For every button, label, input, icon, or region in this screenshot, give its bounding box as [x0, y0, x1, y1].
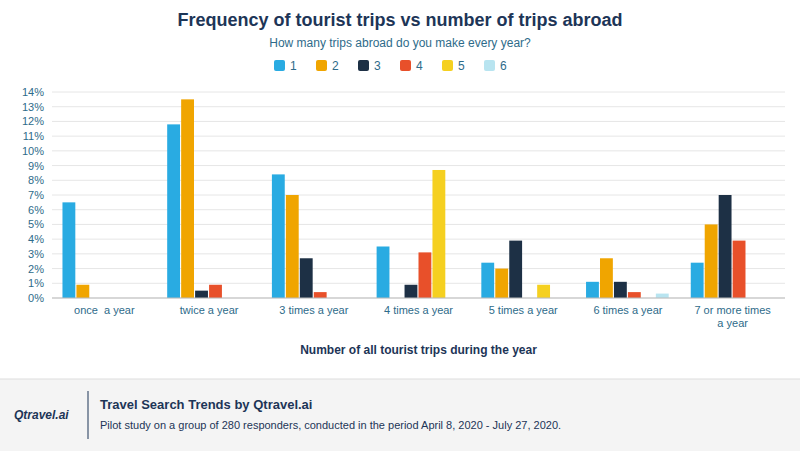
- bar: [656, 294, 669, 298]
- bar: [181, 99, 194, 298]
- x-tick-label-line: once a year: [74, 304, 135, 316]
- footer-subtitle: Pilot study on a group of 280 responders…: [100, 419, 561, 431]
- legend-label: 3: [374, 59, 381, 73]
- y-tick-label: 13%: [22, 101, 44, 113]
- bar: [405, 285, 418, 298]
- y-tick-label: 7%: [28, 189, 44, 201]
- legend-swatch: [442, 60, 453, 71]
- bar: [76, 285, 89, 298]
- bar: [432, 170, 445, 298]
- x-tick-label-line: twice a year: [180, 304, 239, 316]
- bar: [419, 252, 432, 298]
- grid-line: [52, 180, 785, 181]
- bar: [733, 241, 746, 298]
- x-tick-label: 3 times a year: [279, 304, 348, 316]
- bar: [509, 241, 522, 298]
- grid-line: [52, 121, 785, 122]
- x-tick-label: 5 times a year: [489, 304, 558, 316]
- y-tick-label: 2%: [28, 263, 44, 275]
- legend-label: 2: [332, 59, 339, 73]
- x-tick-label-line: 5 times a year: [489, 304, 558, 316]
- grid-line: [52, 165, 785, 166]
- legend-label: 1: [290, 59, 297, 73]
- bar: [628, 292, 641, 298]
- bar: [62, 202, 75, 298]
- grid-line: [52, 224, 785, 225]
- grid-line: [52, 239, 785, 240]
- bar: [377, 247, 390, 299]
- legend-swatch: [358, 60, 369, 71]
- x-axis-line: [52, 298, 785, 299]
- y-tick-label: 11%: [23, 130, 44, 142]
- x-tick-label: once a year: [74, 304, 135, 316]
- footer-brand: Qtravel.ai: [14, 408, 69, 422]
- grid-line: [52, 106, 785, 107]
- y-tick-label: 14%: [22, 86, 44, 98]
- x-tick-label: 6 times a year: [593, 304, 662, 316]
- footer-background: [0, 379, 800, 451]
- legend-label: 6: [500, 59, 507, 73]
- y-tick-label: 10%: [22, 145, 44, 157]
- grid-line: [52, 195, 785, 196]
- subtitle: How many trips abroad do you make every …: [269, 36, 531, 50]
- legend-label: 5: [458, 59, 465, 73]
- grid-line: [52, 136, 785, 137]
- y-tick-label: 0%: [28, 292, 44, 304]
- y-tick-label: 9%: [28, 160, 44, 172]
- y-tick-label: 8%: [28, 174, 44, 186]
- x-tick-label-line: 3 times a year: [279, 304, 348, 316]
- x-tick-label-line: 7 or more times: [694, 304, 771, 316]
- x-tick-label-line: 4 times a year: [384, 304, 453, 316]
- bar: [537, 285, 550, 298]
- x-tick-label-line: a year: [717, 317, 748, 329]
- grid-line: [52, 92, 785, 93]
- bars: [62, 99, 745, 298]
- bar: [614, 282, 627, 298]
- y-tick-label: 12%: [22, 115, 44, 127]
- bar: [300, 258, 313, 298]
- footer: Qtravel.ai Travel Search Trends by Qtrave…: [0, 379, 800, 451]
- y-tick-label: 5%: [28, 218, 44, 230]
- x-tick-label: 7 or more timesa year: [694, 304, 771, 329]
- bar: [272, 174, 285, 298]
- footer-border: [0, 379, 800, 380]
- legend-swatch: [484, 60, 495, 71]
- title: Frequency of tourist trips vs number of …: [177, 10, 622, 30]
- legend-swatch: [316, 60, 327, 71]
- y-tick-label: 1%: [28, 277, 44, 289]
- grid-line: [52, 209, 785, 210]
- bar: [495, 269, 508, 298]
- legend-label: 4: [416, 59, 423, 73]
- legend-swatch: [400, 60, 411, 71]
- bar: [481, 263, 494, 298]
- bar: [195, 291, 208, 298]
- x-tick-label-line: 6 times a year: [593, 304, 662, 316]
- footer-title: Travel Search Trends by Qtravel.ai: [100, 397, 312, 412]
- grid-line: [52, 298, 785, 299]
- y-tick-label: 4%: [28, 233, 44, 245]
- y-tick-label: 3%: [28, 248, 44, 260]
- bar: [719, 195, 732, 298]
- bar: [691, 263, 704, 298]
- y-tick-label: 6%: [28, 204, 44, 216]
- x-tick-label: twice a year: [180, 304, 239, 316]
- bar: [705, 224, 718, 298]
- x-tick-label: 4 times a year: [384, 304, 453, 316]
- bar: [314, 292, 327, 298]
- bar: [167, 124, 180, 298]
- chart: Frequency of tourist trips vs number of …: [0, 0, 800, 451]
- x-axis-label: Number of all tourist trips during the y…: [300, 343, 537, 357]
- footer-divider: [88, 391, 89, 439]
- bar: [586, 282, 599, 298]
- bar: [286, 195, 299, 298]
- legend: 1 2 3 4 5 6: [274, 59, 507, 73]
- grid-line: [52, 150, 785, 151]
- bar: [600, 258, 613, 298]
- bar: [209, 285, 222, 298]
- grid: [52, 92, 785, 298]
- legend-swatch: [274, 60, 285, 71]
